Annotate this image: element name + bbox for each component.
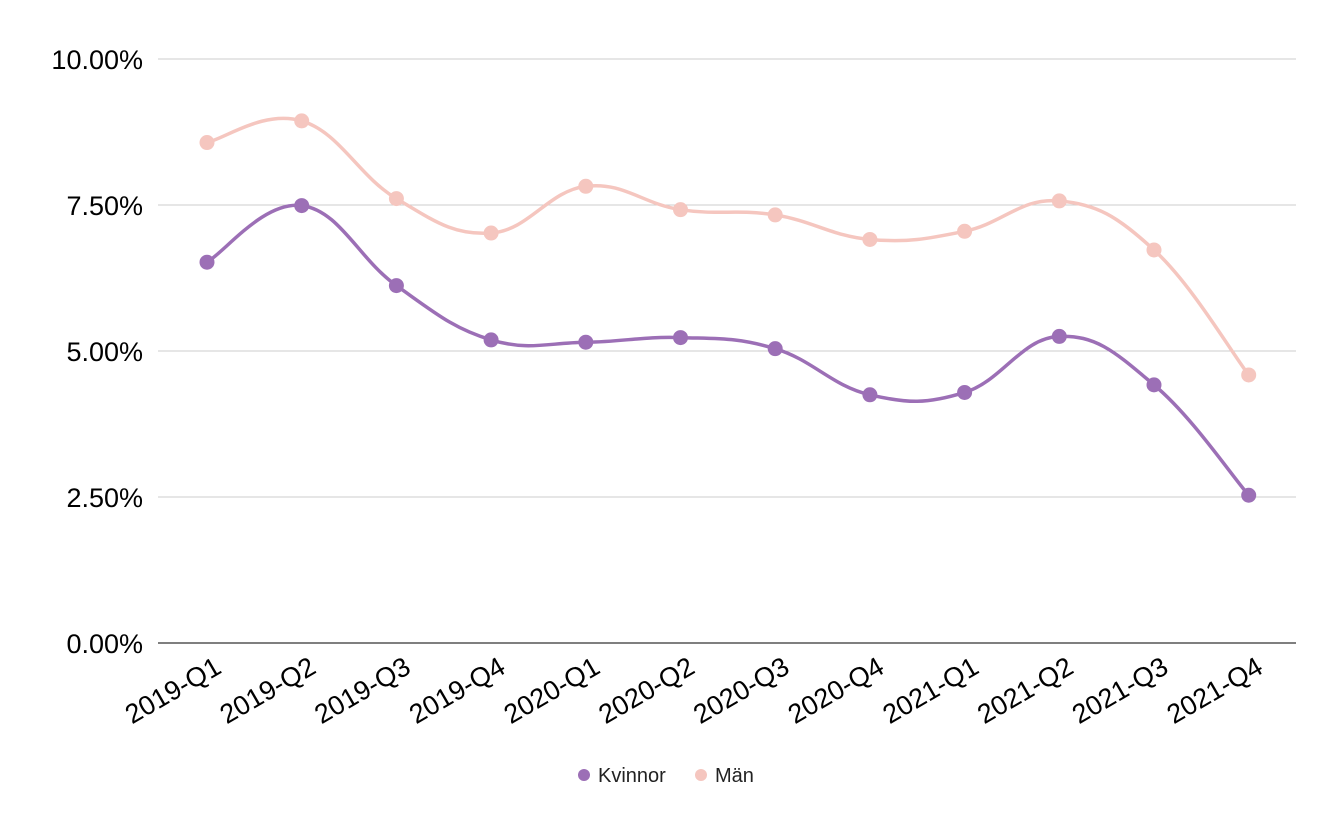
- x-tick-label: 2019-Q2: [215, 651, 321, 730]
- x-axis: 2019-Q12019-Q22019-Q32019-Q42020-Q12020-…: [120, 651, 1268, 730]
- x-tick-label: 2021-Q3: [1067, 651, 1173, 730]
- data-point-kvinnor[interactable]: [1146, 377, 1162, 393]
- data-point-kvinnor[interactable]: [862, 387, 878, 403]
- data-point-kvinnor[interactable]: [673, 330, 688, 346]
- data-point-kvinnor[interactable]: [1051, 328, 1067, 344]
- series-group: [199, 113, 1257, 503]
- y-tick-label: 10.00%: [51, 45, 143, 75]
- data-point-man[interactable]: [1051, 193, 1067, 209]
- y-tick-label: 0.00%: [66, 629, 143, 659]
- data-point-man[interactable]: [957, 223, 973, 239]
- legend-label: Kvinnor: [598, 765, 666, 787]
- data-point-man[interactable]: [578, 178, 594, 194]
- x-tick-label: 2021-Q1: [878, 651, 984, 730]
- x-tick-label: 2020-Q4: [783, 651, 889, 730]
- series-kvinnor: [199, 198, 1257, 503]
- series-man: [199, 113, 1257, 383]
- legend: Kvinnor Män: [578, 765, 754, 787]
- data-point-kvinnor[interactable]: [483, 332, 499, 348]
- data-point-kvinnor[interactable]: [767, 341, 783, 357]
- x-tick-label: 2021-Q2: [972, 651, 1078, 730]
- y-tick-label: 2.50%: [66, 483, 143, 513]
- data-point-man[interactable]: [767, 207, 783, 223]
- series-line-man: [205, 116, 1251, 377]
- data-point-kvinnor[interactable]: [294, 198, 310, 214]
- data-point-man[interactable]: [1241, 367, 1257, 383]
- y-tick-label: 7.50%: [66, 191, 143, 221]
- x-tick-label: 2019-Q4: [404, 651, 510, 730]
- legend-marker: [695, 769, 707, 781]
- x-tick-label: 2020-Q2: [593, 651, 699, 730]
- gridlines: [158, 58, 1296, 644]
- data-point-man[interactable]: [673, 202, 688, 218]
- y-axis: 0.00% 2.50% 5.00% 7.50% 10.00%: [51, 45, 143, 659]
- data-point-man[interactable]: [199, 135, 215, 151]
- data-point-kvinnor[interactable]: [578, 334, 594, 350]
- data-point-kvinnor[interactable]: [388, 278, 404, 294]
- data-point-man[interactable]: [1146, 242, 1162, 258]
- data-point-kvinnor[interactable]: [957, 384, 973, 400]
- legend-label: Män: [715, 765, 754, 787]
- x-tick-label: 2020-Q1: [499, 651, 605, 730]
- data-point-man[interactable]: [483, 225, 499, 241]
- y-tick-label: 5.00%: [66, 337, 143, 367]
- data-point-man[interactable]: [294, 113, 310, 129]
- x-tick-label: 2019-Q1: [120, 651, 226, 730]
- data-point-kvinnor[interactable]: [199, 254, 215, 270]
- legend-item-kvinnor[interactable]: Kvinnor: [578, 765, 666, 787]
- data-point-man[interactable]: [388, 191, 404, 207]
- data-point-kvinnor[interactable]: [1241, 487, 1257, 503]
- data-point-man[interactable]: [862, 231, 878, 247]
- series-line-kvinnor: [205, 203, 1251, 497]
- legend-marker: [578, 769, 590, 781]
- x-tick-label: 2021-Q4: [1162, 651, 1268, 730]
- x-tick-label: 2019-Q3: [309, 651, 415, 730]
- x-tick-label: 2020-Q3: [688, 651, 794, 730]
- legend-item-man[interactable]: Män: [695, 765, 754, 787]
